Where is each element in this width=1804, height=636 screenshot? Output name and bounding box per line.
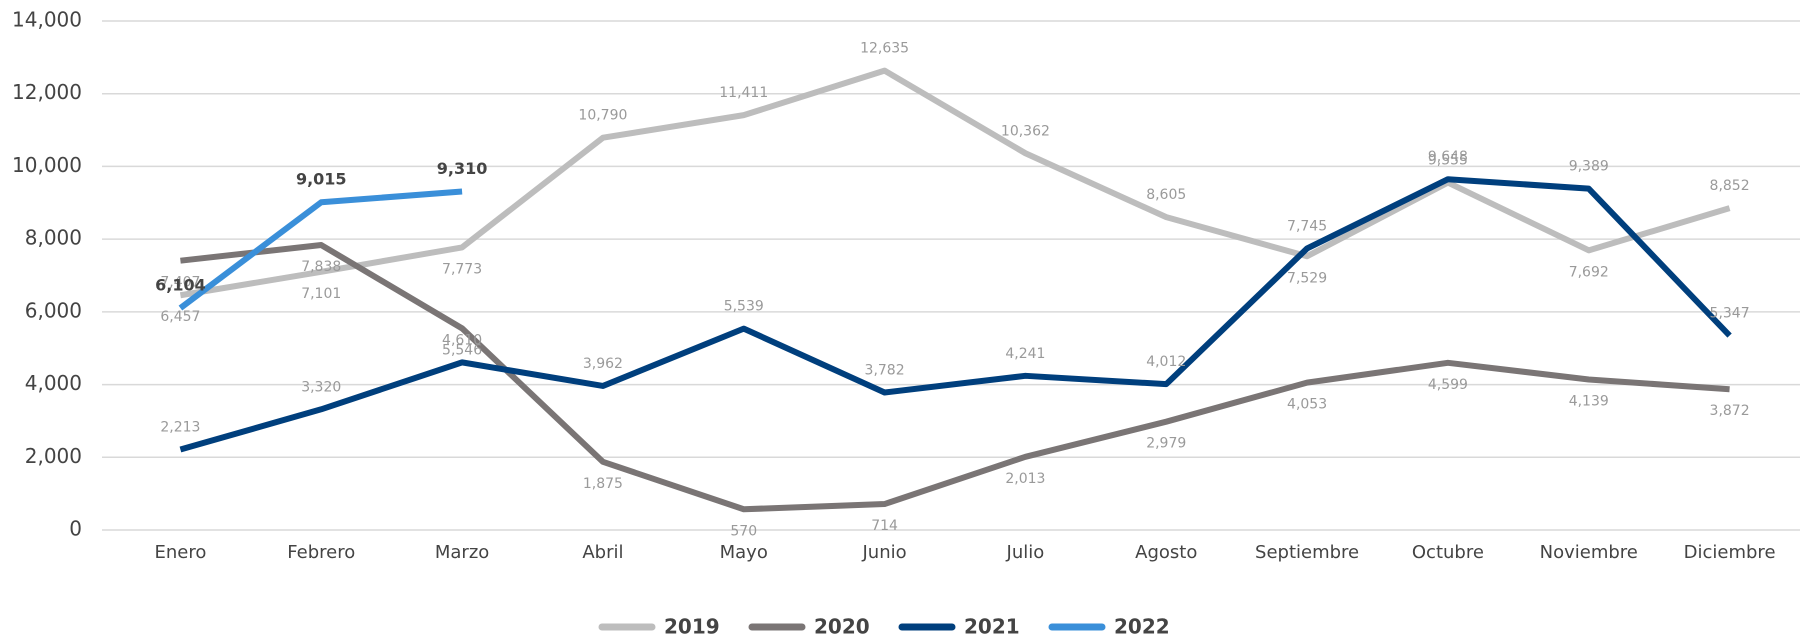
y-tick-label: 2,000 (25, 444, 82, 468)
data-label: 9,310 (437, 159, 488, 178)
data-label: 9,015 (296, 170, 347, 189)
series-line (179, 176, 1732, 453)
data-label: 7,838 (301, 259, 341, 275)
data-label: 7,101 (301, 286, 341, 302)
legend-label: 2019 (664, 615, 720, 636)
data-label: 4,012 (1146, 354, 1186, 370)
data-label: 7,529 (1287, 270, 1327, 286)
data-label: 3,962 (583, 356, 623, 372)
data-label: 4,241 (1005, 346, 1045, 362)
x-tick-label: Febrero (287, 542, 355, 563)
x-tick-label: Abril (582, 542, 623, 563)
data-label: 4,599 (1428, 377, 1468, 393)
data-label: 3,872 (1710, 403, 1750, 419)
series-line (180, 242, 1730, 513)
data-label: 2,979 (1146, 436, 1186, 452)
data-label: 5,347 (1710, 306, 1750, 322)
data-label: 9,555 (1428, 153, 1468, 169)
data-label: 9,648 (1428, 149, 1468, 165)
x-tick-label: Agosto (1135, 542, 1197, 563)
y-tick-label: 0 (69, 517, 82, 541)
data-label: 6,457 (160, 309, 200, 325)
data-label: 8,852 (1710, 178, 1750, 194)
y-tick-label: 6,000 (25, 298, 82, 322)
data-label: 4,610 (442, 332, 482, 348)
data-label: 4,053 (1287, 397, 1327, 413)
x-tick-label: Octubre (1412, 542, 1484, 563)
series-line (178, 188, 463, 311)
y-tick-label: 14,000 (12, 8, 82, 32)
data-label: 7,692 (1569, 264, 1609, 280)
data-label: 1,875 (583, 476, 623, 492)
legend-label: 2020 (814, 615, 870, 636)
x-tick-label: Julio (1006, 542, 1045, 563)
y-tick-label: 12,000 (12, 80, 82, 104)
y-tick-label: 4,000 (25, 371, 82, 395)
x-tick-label: Junio (862, 542, 907, 563)
data-label: 4,139 (1569, 394, 1609, 410)
data-label: 5,539 (724, 299, 764, 315)
x-tick-label: Diciembre (1684, 542, 1776, 563)
legend-label: 2021 (964, 615, 1020, 636)
x-tick-label: Noviembre (1540, 542, 1638, 563)
y-tick-label: 8,000 (25, 226, 82, 250)
data-label: 6,104 (155, 276, 206, 295)
data-label: 3,320 (301, 379, 341, 395)
x-tick-label: Enero (154, 542, 206, 563)
data-label: 10,362 (1001, 123, 1050, 139)
data-label: 7,745 (1287, 218, 1327, 234)
data-label: 10,790 (578, 108, 627, 124)
data-label: 8,605 (1146, 187, 1186, 203)
data-label: 570 (730, 523, 757, 539)
legend-label: 2022 (1114, 615, 1170, 636)
series-line (179, 67, 1731, 299)
data-label: 12,635 (860, 41, 909, 57)
data-label: 3,782 (865, 362, 905, 378)
data-label: 5,546 (442, 342, 482, 358)
data-label: 7,773 (442, 261, 482, 277)
x-tick-label: Marzo (435, 542, 489, 563)
x-tick-label: Mayo (720, 542, 768, 563)
y-tick-label: 10,000 (12, 153, 82, 177)
data-label: 714 (871, 518, 898, 534)
data-label: 11,411 (719, 85, 768, 101)
x-tick-label: Septiembre (1255, 542, 1359, 563)
data-label: 2,013 (1005, 471, 1045, 487)
data-label: 9,389 (1569, 159, 1609, 175)
data-label: 7,407 (160, 275, 200, 291)
data-label: 2,213 (160, 420, 200, 436)
